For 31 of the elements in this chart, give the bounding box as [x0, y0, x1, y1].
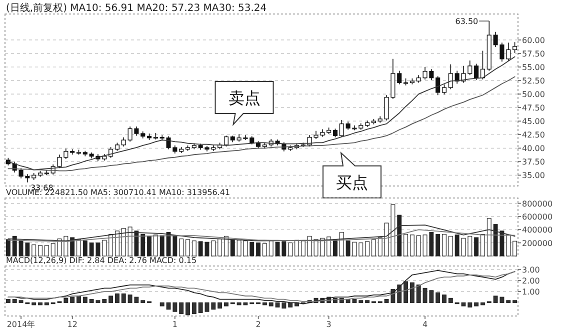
chart-title: (日线,前复权) MA10: 56.91 MA20: 57.23 MA30: 53.24 [6, 2, 267, 14]
callout: 卖点 [214, 81, 274, 126]
y-tick-label: 57.50 [522, 49, 545, 58]
y-tick-label: 35.00 [522, 171, 545, 180]
x-tick-label: 1 [172, 320, 178, 329]
y-tick-label: 42.50 [522, 130, 545, 140]
x-tick-label: 2014年 [6, 320, 36, 329]
y-tick-label: 45.00 [522, 117, 545, 126]
annotation: 卖点 [228, 88, 260, 108]
y-tick-label: 52.50 [522, 76, 545, 86]
x-tick-label: 12 [67, 320, 78, 329]
y-tick-label: 600000 [522, 212, 553, 222]
annotation: 买点 [336, 172, 368, 192]
y-tick-label: 37.50 [522, 158, 545, 167]
callout: 买点 [322, 152, 382, 198]
chart-title: MACD(12,26,9) DIF: 2.84 DEA: 2.76 MACD: 0.15 [6, 256, 197, 265]
y-tick-label: 400000 [522, 226, 553, 235]
x-tick-label: 2 [256, 320, 261, 329]
y-tick-label: 3.00 [522, 265, 540, 274]
x-tick-label: 4 [422, 320, 428, 329]
y-tick-label: 2.00 [522, 276, 540, 286]
y-tick-label: 800000 [522, 199, 553, 208]
y-tick-label: 1.00 [522, 288, 540, 297]
y-tick-label: 55.00 [522, 63, 545, 72]
y-tick-label: 200000 [522, 238, 553, 248]
y-tick-label: 60.00 [522, 36, 545, 45]
y-tick-label: 40.00 [522, 144, 545, 154]
annotation: 63.50 [455, 17, 478, 26]
y-tick-label: 47.50 [522, 104, 545, 113]
y-tick-label: 50.00 [522, 90, 545, 100]
x-tick-label: 3 [326, 320, 332, 329]
